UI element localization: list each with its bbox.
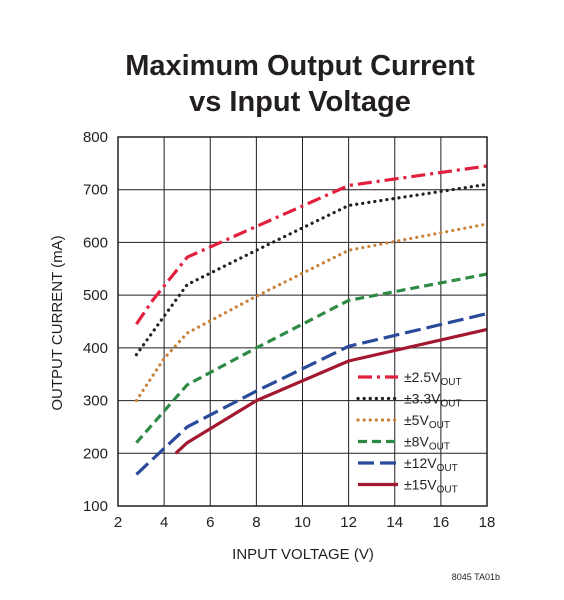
x-tick-label: 4 [160,514,168,531]
legend-entry: ±8VOUT [404,434,450,453]
plot-frame [117,136,488,507]
series-line [134,222,489,403]
y-axis-label: OUTPUT CURRENT (mA) [49,235,66,410]
x-tick-label: 14 [386,514,403,531]
series-lines [134,164,489,476]
legend-entry: ±15VOUT [404,477,458,496]
x-tick-label: 2 [114,514,122,531]
x-tick-label: 8 [252,514,260,531]
x-tick-label: 10 [294,514,311,531]
x-tick-label: 18 [479,514,496,531]
figure-id: 8045 TA01b [452,572,500,582]
y-tick-label: 600 [83,234,108,251]
x-tick-label: 12 [340,514,357,531]
y-tick-label: 400 [83,340,108,357]
chart-title-line-1: Maximum Output Current [125,50,475,82]
y-tick-label: 100 [83,498,108,515]
legend: ±2.5VOUT ±3.3VOUT ±5VOUT ±8VOUT ±12VOUT ±15VO… [356,369,462,496]
y-tick-label: 300 [83,393,108,410]
y-tick-label: 800 [83,129,108,146]
y-tick-label: 700 [83,182,108,199]
y-tick-label: 200 [83,445,108,462]
series-line [135,312,488,476]
x-tick-label: 16 [433,514,450,531]
legend-entry: ±5VOUT [404,412,450,431]
legend-entry: ±3.3VOUT [404,391,462,410]
series-line [135,164,488,326]
series-line [174,327,488,455]
x-axis-label: INPUT VOLTAGE (V) [232,546,374,563]
legend-entry: ±12VOUT [404,455,458,474]
series-line [135,272,488,444]
x-tick-label: 6 [206,514,214,531]
y-tick-label: 500 [83,287,108,304]
tick-labels: 2 4 6 8 10 12 14 16 18 100 200 300 400 500 600 700 800 [83,129,495,531]
legend-entry: ±2.5VOUT [404,369,462,388]
chart-title-line-2: vs Input Voltage [189,86,411,118]
